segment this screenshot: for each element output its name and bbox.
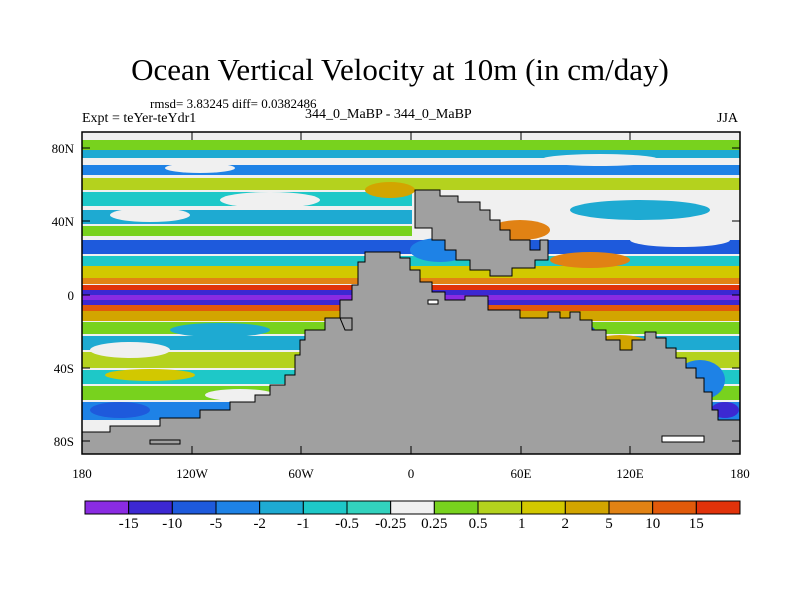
colorbar-swatch xyxy=(608,500,654,515)
colorbar-label: 0.5 xyxy=(468,516,488,532)
colorbar-label: -2 xyxy=(253,516,266,532)
y-tick-40n: 40N xyxy=(51,214,74,229)
land-masses xyxy=(82,189,740,454)
stats-label: rmsd= 3.83245 diff= 0.0382486 xyxy=(150,96,317,111)
colorbar-label: 5 xyxy=(605,516,613,532)
contour-field xyxy=(82,132,740,454)
colorbar-swatch xyxy=(564,500,610,515)
colorbar-label: -1 xyxy=(297,516,310,532)
colorbar-label: 10 xyxy=(645,516,661,532)
axis-ticks xyxy=(81,132,741,454)
colorbar-swatch xyxy=(346,500,392,515)
x-tick-60e: 60E xyxy=(510,466,532,481)
y-tick-40s: 40S xyxy=(53,361,74,376)
colorbar-label: 2 xyxy=(561,516,570,532)
colorbar-label: -0.5 xyxy=(335,516,359,532)
colorbar-swatch xyxy=(84,500,130,515)
colorbar-swatch xyxy=(215,500,261,515)
colorbar-swatch xyxy=(652,500,697,515)
season-label: JJA xyxy=(717,111,739,126)
colorbar-swatch xyxy=(390,500,435,515)
colorbar-swatch xyxy=(302,500,348,515)
x-tick-120w: 120W xyxy=(176,466,208,481)
colorbar-swatch xyxy=(433,500,479,515)
period-label: 344_0_MaBP - 344_0_MaBP xyxy=(305,107,472,122)
x-tick-0: 0 xyxy=(407,466,415,481)
colorbar-swatch xyxy=(259,500,304,515)
colorbar-label: -0.25 xyxy=(375,516,407,532)
colorbar-label: 1 xyxy=(517,516,526,532)
y-tick-80s: 80S xyxy=(53,434,74,449)
colorbar xyxy=(84,500,741,515)
x-tick-60w: 60W xyxy=(288,466,314,481)
colorbar-swatch xyxy=(695,500,741,515)
colorbar-label: -5 xyxy=(209,516,223,532)
experiment-label: Expt = teYer-teYdr1 xyxy=(82,111,197,126)
x-tick-180e: 180 xyxy=(730,466,750,481)
colorbar-swatch xyxy=(521,500,566,515)
colorbar-swatch xyxy=(128,500,173,515)
y-tick-80n: 80N xyxy=(51,141,74,156)
colorbar-label: 0.25 xyxy=(421,516,448,532)
colorbar-label: 15 xyxy=(688,516,704,532)
plot-title: Ocean Vertical Velocity at 10m (in cm/da… xyxy=(131,52,669,87)
colorbar-label: -15 xyxy=(118,516,139,532)
y-tick-0: 0 xyxy=(67,288,75,303)
colorbar-swatch xyxy=(171,500,217,515)
colorbar-swatch xyxy=(477,500,523,515)
x-tick-120e: 120E xyxy=(616,466,644,481)
x-tick-180w: 180 xyxy=(72,466,92,481)
colorbar-label: -10 xyxy=(162,516,183,532)
